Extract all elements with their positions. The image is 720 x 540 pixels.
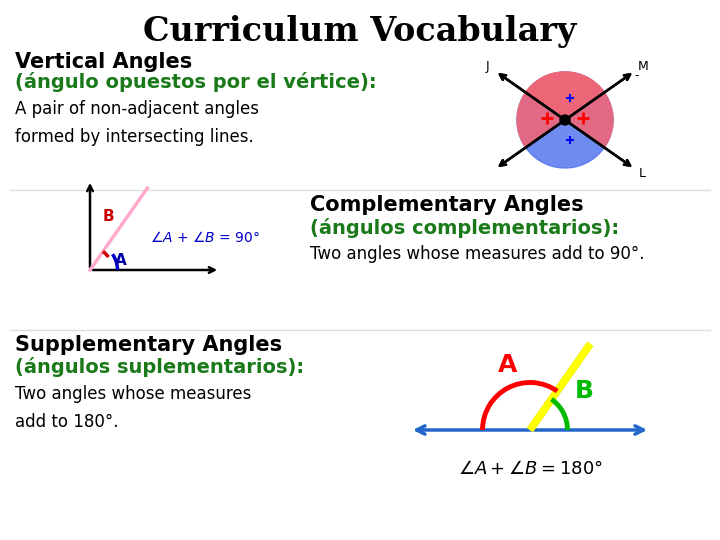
Text: (ángulos complementarios):: (ángulos complementarios): [310, 218, 619, 238]
Text: Curriculum Vocabulary: Curriculum Vocabulary [143, 15, 577, 48]
Text: J: J [485, 60, 489, 73]
Text: B: B [575, 379, 594, 403]
Wedge shape [526, 72, 604, 120]
Text: Vertical Angles: Vertical Angles [15, 52, 192, 72]
Text: Two angles whose measures
add to 180°.: Two angles whose measures add to 180°. [15, 385, 251, 431]
Text: A: A [115, 253, 127, 268]
Text: Supplementary Angles: Supplementary Angles [15, 335, 282, 355]
Text: A: A [498, 353, 518, 377]
Text: (ángulo opuestos por el vértice):: (ángulo opuestos por el vértice): [15, 72, 377, 92]
Text: -: - [634, 69, 639, 82]
Text: $\angle A$ + $\angle B$ = 90°: $\angle A$ + $\angle B$ = 90° [150, 230, 260, 245]
Text: M: M [637, 60, 648, 73]
Circle shape [560, 115, 570, 125]
Text: A pair of non-adjacent angles
formed by intersecting lines.: A pair of non-adjacent angles formed by … [15, 100, 259, 146]
Text: Two angles whose measures add to 90°.: Two angles whose measures add to 90°. [310, 245, 644, 263]
Text: (ángulos suplementarios):: (ángulos suplementarios): [15, 357, 304, 377]
Text: L: L [639, 167, 646, 180]
Wedge shape [517, 72, 613, 147]
Circle shape [517, 72, 613, 168]
Text: $\angle A + \angle B = 180°$: $\angle A + \angle B = 180°$ [458, 460, 603, 478]
Text: B: B [103, 209, 114, 224]
Text: Complementary Angles: Complementary Angles [310, 195, 584, 215]
